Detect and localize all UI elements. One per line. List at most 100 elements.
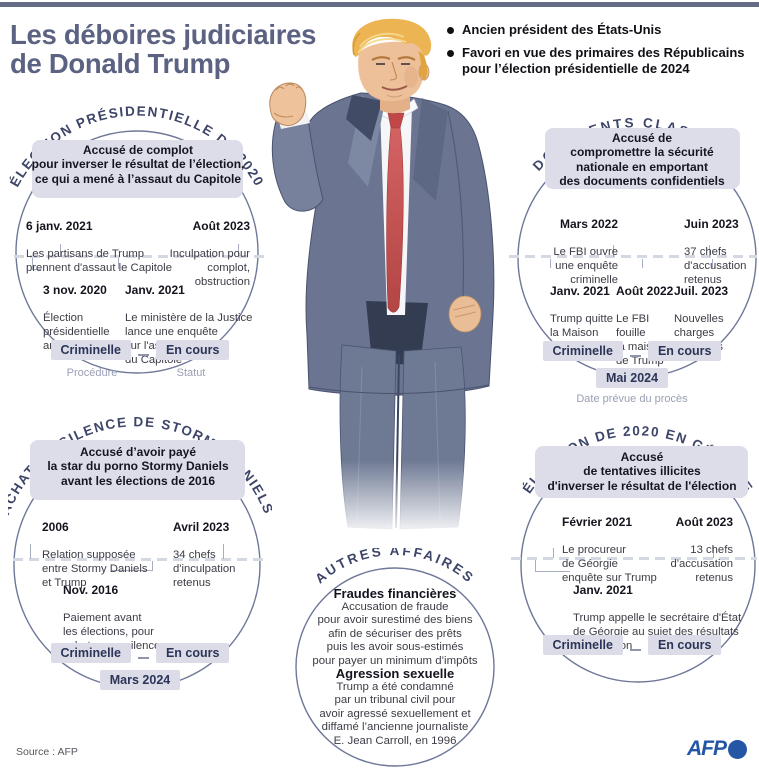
- timeline-tick: [32, 258, 33, 270]
- timeline-event: 6 janv. 2021 Les partisans de Trump pren…: [26, 205, 176, 290]
- case-election-2020: ÉLECTION PRÉSIDENTIELLE DE 2020 Accusé d…: [8, 95, 272, 395]
- status-label: Statut: [176, 367, 206, 379]
- accusation-text: Accusé de tentatives illicites d'inverse…: [547, 450, 737, 493]
- accusation-text: Accusé d’avoir payé la star du porno Sto…: [47, 445, 229, 488]
- timeline-tick: [60, 244, 61, 257]
- trial-date-row: Mai 2024: [505, 368, 759, 388]
- afp-logo-circle-icon: [728, 739, 747, 759]
- timeline-event: Janv. 2021 Le ministère de la Justice la…: [125, 269, 260, 381]
- other-case-heading: Agression sexuelle: [335, 666, 455, 681]
- case-circle: AUTRES AFFAIRES: [295, 548, 495, 767]
- procedure-badge: Criminelle: [542, 635, 623, 655]
- procedure-badge: Criminelle: [50, 643, 131, 663]
- timeline-event: 2006 Relation supposée entre Stormy Dani…: [42, 506, 177, 604]
- list-item: Favori en vue des primaires des Républic…: [447, 45, 757, 77]
- event-date: Août 2022: [616, 283, 674, 298]
- event-date: Juin 2023: [684, 216, 739, 231]
- badge-connector: [629, 649, 641, 651]
- timeline-tick: [223, 544, 224, 559]
- timeline-tick: [550, 259, 551, 268]
- badge-row: Criminelle En cours: [8, 643, 272, 663]
- badge-connector: [137, 354, 149, 356]
- badge-row: Criminelle En cours: [505, 635, 759, 655]
- procedure-badge: Criminelle: [50, 340, 131, 360]
- timeline-axis: [13, 558, 266, 561]
- event-text: Relation supposée entre Stormy Daniels e…: [42, 549, 148, 589]
- event-text: 34 chefs d'inculpation retenus: [173, 549, 236, 589]
- event-text: 13 chefs d'accusation retenus: [670, 544, 733, 584]
- page-title: Les déboires judiciaires de Donald Trump: [10, 19, 317, 80]
- event-text: Le procureur de Géorgie enquête sur Trum…: [562, 544, 657, 584]
- accusation-band: [535, 446, 748, 498]
- event-date: Juil. 2023: [674, 283, 729, 298]
- accusation-text: Accusé de complot pour inverser le résul…: [31, 143, 245, 186]
- timeline-tick: [118, 258, 119, 269]
- case-arc-title: AUTRES AFFAIRES: [312, 548, 475, 586]
- timeline-tick: [553, 548, 554, 558]
- badge-row: Criminelle En cours: [8, 340, 272, 360]
- trump-illustration: [262, 18, 502, 560]
- badge-connector: [629, 355, 641, 357]
- list-item: Ancien président des États-Unis: [447, 22, 757, 38]
- event-date: Août 2023: [192, 218, 250, 233]
- event-text: Paiement avant les élections, pour achet…: [63, 612, 161, 652]
- other-case-text: Accusation de fraude pour avoir surestim…: [312, 601, 478, 667]
- event-date: Janv. 2021: [550, 283, 610, 298]
- timeline-event: Août 2023 13 chefs d'accusation retenus: [653, 501, 733, 599]
- accusation-band: [30, 440, 245, 500]
- svg-text:AUTRES AFFAIRES: AUTRES AFFAIRES: [312, 548, 478, 586]
- timeline-axis: [509, 255, 757, 258]
- event-date: Nov. 2016: [63, 582, 119, 597]
- other-case-heading: Fraudes financières: [333, 586, 457, 601]
- afp-logo-text: AFP: [687, 737, 727, 760]
- case-autres-affaires: AUTRES AFFAIRES Fraudes financières Accu…: [285, 548, 505, 768]
- trial-date-caption: Date prévue du procès: [576, 393, 688, 405]
- timeline-elbow: [112, 570, 153, 571]
- timeline-event: Juin 2023 37 chefs d'accusation retenus: [684, 203, 756, 301]
- event-date: Février 2021: [562, 514, 633, 529]
- case-georgie: ÉLECTION DE 2020 EN GÉORGIE Accusé de te…: [505, 412, 759, 702]
- status-badge: En cours: [155, 340, 230, 360]
- accusation-text: Accusé de compromettre la sécurité natio…: [559, 131, 725, 189]
- case-stormy-daniels: ACHAT DU SILENCE DE STORMY DANIELS Accus…: [8, 405, 272, 705]
- timeline-axis: [14, 255, 266, 258]
- timeline-axis: [511, 557, 757, 560]
- other-case-text: Trump a été condamné par un tribunal civ…: [319, 681, 471, 747]
- timeline-event: Février 2021 Le procureur de Géorgie enq…: [562, 501, 674, 599]
- event-date: Janv. 2021: [125, 282, 185, 297]
- event-text: 37 chefs d'accusation retenus: [684, 246, 747, 286]
- event-date: Avril 2023: [173, 519, 230, 534]
- timeline-tick: [535, 560, 536, 572]
- bullet-icon: [447, 27, 454, 34]
- accusation-band: [545, 128, 740, 189]
- procedure-label: Procédure: [66, 367, 118, 379]
- verdict-date-badge: Mars 2024: [99, 670, 181, 690]
- source-credit: Source : AFP: [16, 746, 78, 758]
- procedure-badge: Criminelle: [542, 341, 623, 361]
- timeline-tick: [709, 245, 710, 257]
- trial-date-badge: Mai 2024: [595, 368, 669, 388]
- key-fact: Favori en vue des primaires des Républic…: [462, 44, 745, 76]
- timeline-elbow: [535, 571, 570, 572]
- event-text: Le FBI ouvre une enquête criminelle: [553, 246, 618, 286]
- timeline-event: Août 2023 Inculpation pour complot, obst…: [140, 205, 250, 303]
- event-date: 3 nov. 2020: [43, 282, 107, 297]
- status-badge: En cours: [647, 635, 722, 655]
- timeline-tick: [642, 259, 643, 268]
- event-date: 6 janv. 2021: [26, 218, 93, 233]
- timeline-tick: [30, 544, 31, 559]
- badge-row: Criminelle En cours: [505, 341, 759, 361]
- event-date: Août 2023: [675, 514, 733, 529]
- key-fact: Ancien président des États-Unis: [462, 22, 662, 37]
- afp-logo: AFP: [687, 737, 747, 761]
- badge-connector: [137, 657, 149, 659]
- timeline-elbow: [32, 269, 41, 270]
- key-facts-list: Ancien président des États-Unis Favori e…: [447, 22, 757, 84]
- accusation-band: [32, 140, 243, 198]
- bullet-icon: [447, 49, 454, 57]
- verdict-date-row: Mars 2024: [8, 670, 272, 690]
- timeline-event: Mars 2022 Le FBI ouvre une enquête crimi…: [523, 203, 618, 301]
- case-documents-classifies: DOCUMENTS CLASSIFIÉS Accusé de compromet…: [505, 95, 759, 407]
- timeline-tick: [613, 245, 614, 257]
